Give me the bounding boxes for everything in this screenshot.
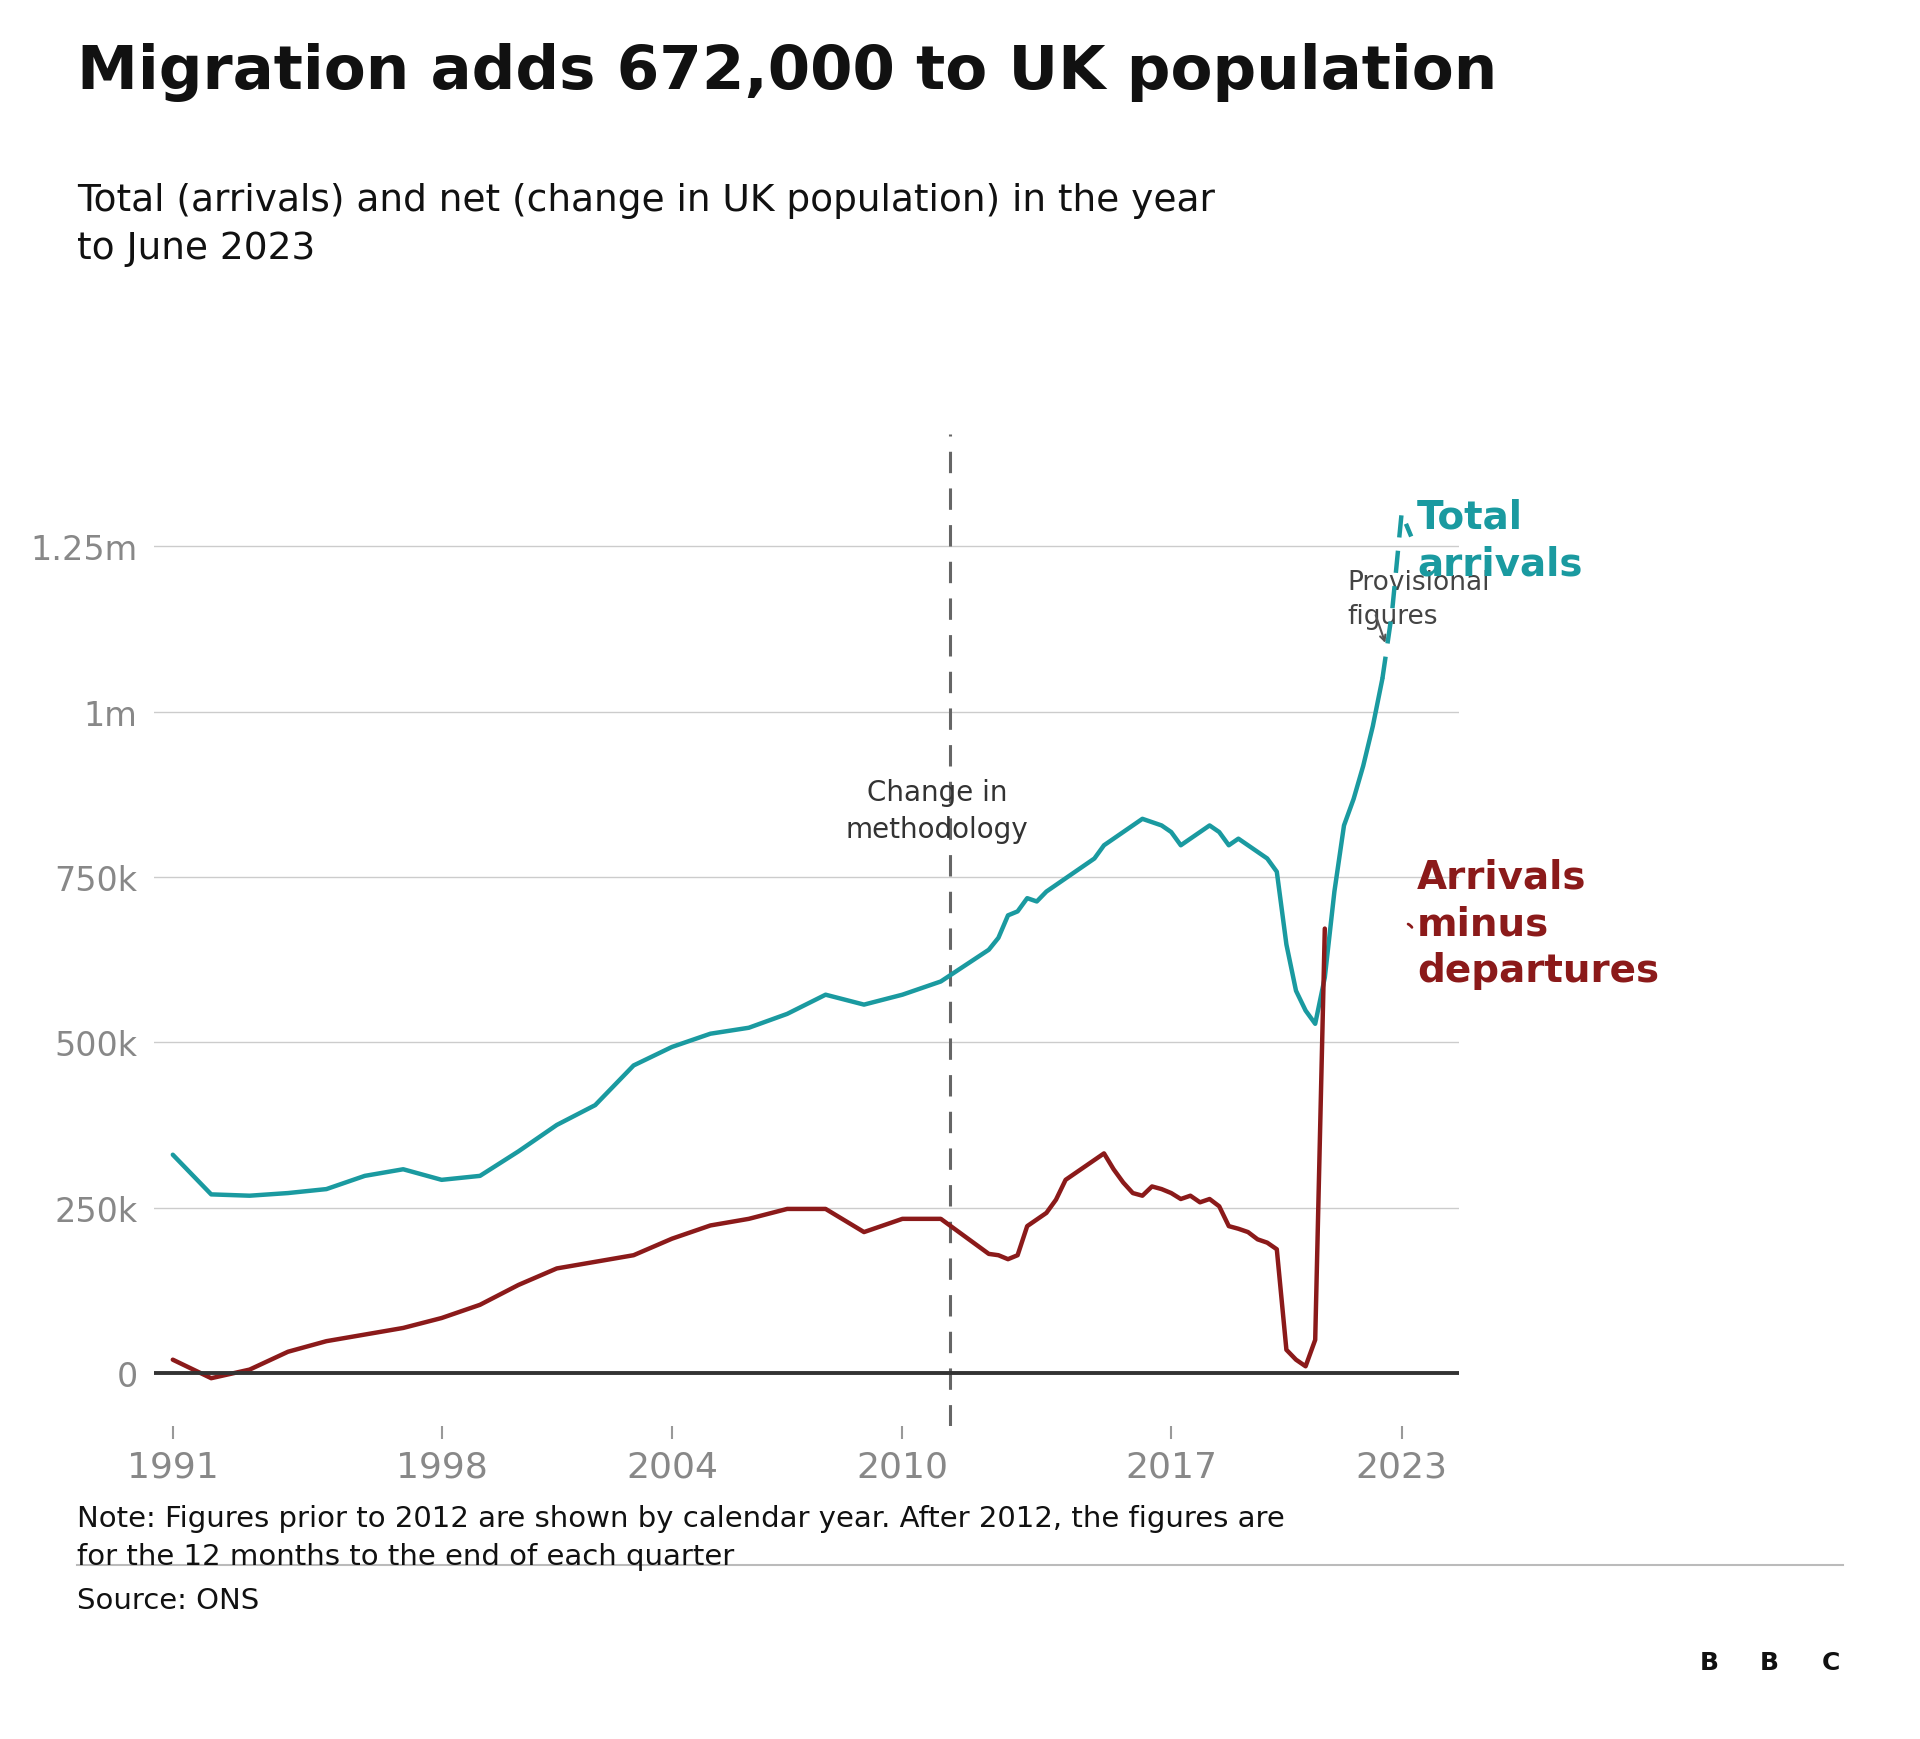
Text: Note: Figures prior to 2012 are shown by calendar year. After 2012, the figures : Note: Figures prior to 2012 are shown by… [77,1504,1284,1570]
Text: Change in
methodology: Change in methodology [845,779,1029,843]
Text: Arrivals
minus
departures: Arrivals minus departures [1417,857,1659,989]
Text: Source: ONS: Source: ONS [77,1586,259,1614]
Text: Total (arrivals) and net (change in UK population) in the year
to June 2023: Total (arrivals) and net (change in UK p… [77,183,1215,268]
Text: Total
arrivals: Total arrivals [1417,497,1582,583]
FancyBboxPatch shape [1684,1624,1736,1701]
Text: B: B [1761,1650,1780,1675]
Text: C: C [1822,1650,1839,1675]
Text: B: B [1699,1650,1718,1675]
FancyBboxPatch shape [1805,1624,1857,1701]
FancyBboxPatch shape [1743,1624,1795,1701]
Text: Migration adds 672,000 to UK population: Migration adds 672,000 to UK population [77,43,1498,103]
Text: Provisional
figures: Provisional figures [1348,570,1490,630]
